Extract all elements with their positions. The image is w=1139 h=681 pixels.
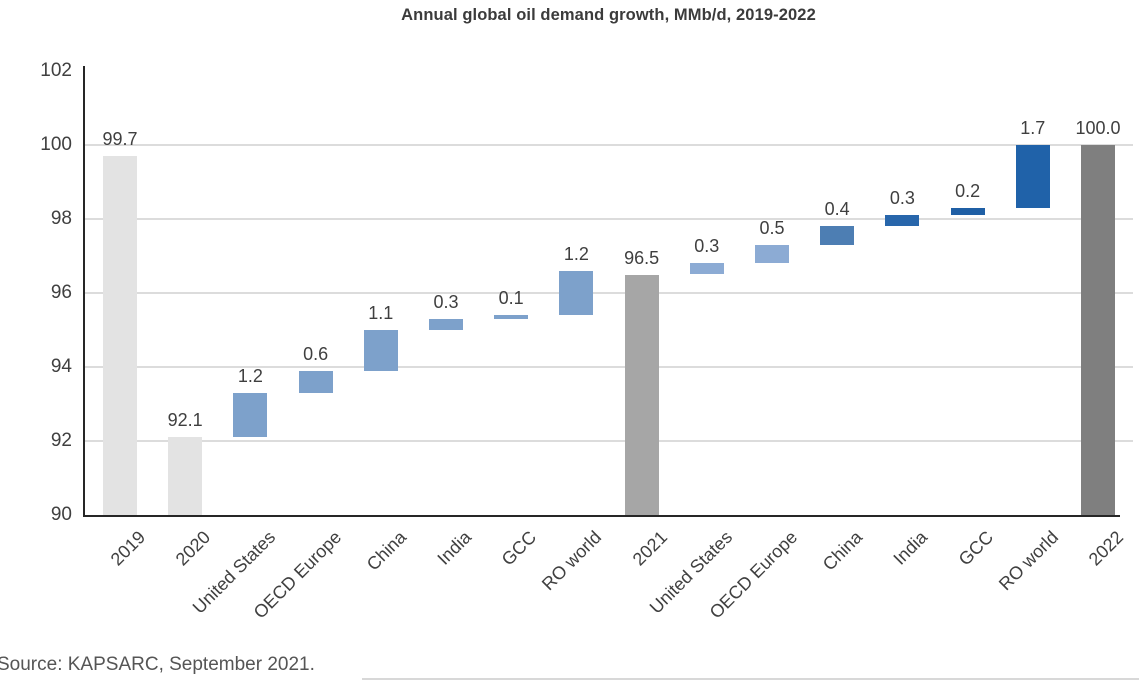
bar-united-states-2 xyxy=(233,392,268,438)
value-label-2022-15: 100.0 xyxy=(1075,118,1121,138)
x-axis-label-china-4: China xyxy=(362,527,410,575)
x-axis-label-2021-8: 2021 xyxy=(628,527,671,570)
y-tick-label-96: 96 xyxy=(50,282,72,303)
bar-india-12 xyxy=(885,215,920,227)
bar-india-5 xyxy=(429,318,463,330)
value-label-india-5: 0.3 xyxy=(433,291,459,312)
bar-2021-8 xyxy=(624,274,659,515)
y-tick-label-102: 102 xyxy=(40,60,72,81)
gridline-96 xyxy=(84,292,1133,294)
y-tick-label-92: 92 xyxy=(50,430,72,451)
bar-2020-1 xyxy=(168,437,203,515)
value-label-oecd-europe-3: 0.6 xyxy=(303,343,329,364)
x-axis-label-india-5: India xyxy=(433,527,476,569)
source-note: Source: KAPSARC, September 2021. xyxy=(0,654,315,675)
value-label-united-states-2: 1.2 xyxy=(237,365,263,386)
chart-title: Annual global oil demand growth, MMb/d, … xyxy=(401,6,816,24)
value-label-ro-world-7: 1.2 xyxy=(563,243,589,264)
bar-2022-15 xyxy=(1081,145,1115,515)
value-label-india-12: 0.3 xyxy=(889,188,915,209)
gridline-98 xyxy=(84,218,1133,220)
bottom-divider xyxy=(362,678,1139,680)
value-label-united-states-9: 0.3 xyxy=(694,236,720,257)
x-axis-label-2020-1: 2020 xyxy=(171,527,215,570)
gridline-100 xyxy=(84,144,1133,146)
bar-gcc-6 xyxy=(494,315,529,319)
value-label-oecd-europe-10: 0.5 xyxy=(759,217,785,238)
gridline-94 xyxy=(84,366,1133,368)
x-axis-label-ro-world-7: RO world xyxy=(538,527,606,595)
bar-ro-world-7 xyxy=(559,270,594,316)
value-label-china-4: 1.1 xyxy=(368,303,394,323)
bar-ro-world-14 xyxy=(1015,145,1050,208)
x-axis-line xyxy=(83,515,1120,517)
value-label-gcc-6: 0.1 xyxy=(498,288,524,309)
bar-oecd-europe-10 xyxy=(755,244,789,264)
y-axis-line xyxy=(83,66,85,517)
value-label-2020-1: 92.1 xyxy=(167,410,203,431)
y-tick-label-100: 100 xyxy=(40,134,72,155)
gridline-92 xyxy=(84,440,1133,442)
bar-oecd-europe-3 xyxy=(298,370,333,393)
x-axis-label-gcc-6: GCC xyxy=(497,527,541,570)
value-label-ro-world-14: 1.7 xyxy=(1020,118,1046,138)
y-tick-label-94: 94 xyxy=(50,356,72,377)
value-label-china-11: 0.4 xyxy=(824,199,850,220)
x-axis-label-india-12: India xyxy=(889,527,932,569)
value-label-2019-0: 99.7 xyxy=(102,129,138,150)
value-label-gcc-13: 0.2 xyxy=(955,180,981,201)
bar-gcc-13 xyxy=(950,207,985,216)
x-axis-label-2019-0: 2019 xyxy=(106,527,150,570)
x-axis-label-2022-15: 2022 xyxy=(1084,527,1128,570)
y-tick-label-98: 98 xyxy=(50,208,72,229)
bar-2019-0 xyxy=(103,156,137,515)
bar-united-states-9 xyxy=(689,263,724,275)
y-tick-label-90: 90 xyxy=(50,504,72,525)
bar-china-4 xyxy=(363,330,398,371)
x-axis-label-gcc-13: GCC xyxy=(954,527,997,570)
bar-china-11 xyxy=(820,226,855,245)
value-label-2021-8: 96.5 xyxy=(624,247,660,268)
x-axis-label-ro-world-14: RO world xyxy=(994,527,1062,595)
x-axis-label-china-11: China xyxy=(818,527,867,575)
